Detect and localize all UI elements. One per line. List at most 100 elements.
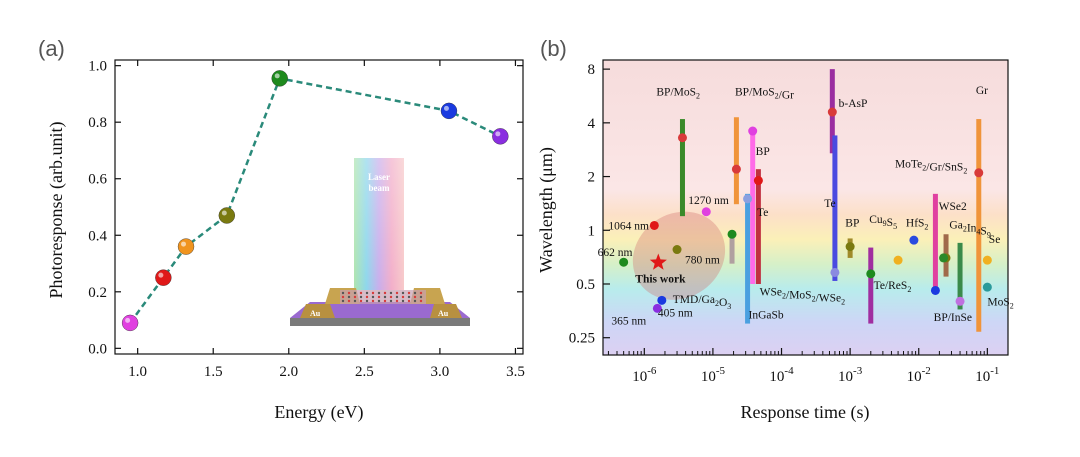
- lattice-atom: [377, 299, 381, 303]
- label-part: 2: [963, 166, 967, 175]
- label-part: S: [887, 217, 893, 229]
- x-tick-label-b: 10-4: [769, 365, 794, 385]
- label-part: TMD/Ga: [673, 294, 715, 306]
- lattice-atom: [413, 291, 417, 295]
- this-work-point: [619, 257, 629, 267]
- material-label: Gr: [976, 85, 988, 97]
- label-part: /Gr/SnS: [926, 161, 963, 173]
- material-label: Te/ReS2: [874, 280, 912, 294]
- tick-base: 10: [769, 369, 784, 385]
- lattice-atom: [401, 299, 405, 303]
- label-part: b-AsP: [839, 98, 868, 110]
- label-part: /Gr: [779, 89, 795, 101]
- tick-base: 10: [907, 369, 922, 385]
- device-inset: Laser beam S D Au Au: [290, 158, 470, 326]
- bar-dot: [743, 194, 753, 204]
- bar-dot: [748, 126, 758, 136]
- panel-a-label: (a): [38, 36, 65, 61]
- label-part: 9: [883, 219, 887, 228]
- label-part: WSe: [760, 287, 782, 299]
- lattice-atom: [353, 295, 357, 299]
- tick-base: 10: [975, 369, 990, 385]
- data-point: [492, 128, 509, 145]
- material-label: BP/MoS2/Gr: [735, 86, 794, 101]
- label-part: Se: [989, 234, 1001, 246]
- this-work-point: [672, 245, 682, 255]
- label-part: In: [967, 223, 977, 235]
- label-part: Te: [824, 198, 835, 210]
- material-label: BP: [845, 217, 859, 229]
- label-part: Ga: [949, 220, 962, 232]
- this-work-point: [701, 207, 711, 217]
- y-tick-label: 0.2: [88, 285, 107, 301]
- x-tick-label-b: 10-5: [701, 365, 726, 385]
- lattice-atom: [359, 295, 363, 299]
- this-work-star: [649, 253, 667, 270]
- label-part: Te/ReS: [874, 280, 908, 292]
- lattice-atom: [359, 299, 363, 303]
- tick-exponent: -3: [853, 365, 863, 377]
- lattice-atom: [413, 295, 417, 299]
- data-point-b: [909, 235, 919, 245]
- wavelength-label: 405 nm: [658, 307, 693, 319]
- label-part: 9: [987, 231, 991, 240]
- lattice-atom: [419, 299, 423, 303]
- tick-exponent: -1: [990, 365, 999, 377]
- laser-beam-fade: [354, 158, 404, 290]
- label-part: 2: [775, 91, 779, 100]
- material-label: Te: [757, 207, 768, 219]
- point-highlight: [181, 241, 187, 247]
- lattice-atom: [365, 291, 369, 295]
- tick-exponent: -5: [716, 365, 726, 377]
- lattice-atom: [377, 291, 381, 295]
- material-label: Te: [824, 198, 835, 210]
- label-part: Te: [757, 207, 768, 219]
- material-label: TMD/Ga2O3: [673, 294, 731, 311]
- lattice-atom: [371, 299, 375, 303]
- bar-dot: [677, 133, 687, 143]
- bar-dot: [930, 285, 940, 295]
- label-part: 2: [812, 295, 816, 304]
- material-label: BP/InSe: [934, 312, 972, 324]
- material-label: Cu9S5: [869, 214, 897, 231]
- label-part: HfS: [906, 217, 925, 229]
- substrate-top: [290, 302, 470, 318]
- x-tick-label: 2.5: [355, 364, 374, 380]
- material-label: HfS2: [906, 217, 929, 231]
- y-tick-label: 0.0: [88, 341, 107, 357]
- material-label: BP: [756, 146, 770, 158]
- lattice-atom: [389, 299, 393, 303]
- x-axis-title: Energy (eV): [274, 402, 363, 423]
- lattice-atom: [365, 299, 369, 303]
- label-part: 5: [893, 222, 897, 231]
- x-tick-label-b: 10-1: [975, 365, 999, 385]
- wavelength-label: 1270 nm: [688, 195, 729, 207]
- lattice-atom: [401, 295, 405, 299]
- tick-base: 10: [701, 369, 716, 385]
- wavelength-label: 780 nm: [685, 255, 720, 267]
- lattice-atom: [389, 291, 393, 295]
- range-bar: [729, 230, 735, 264]
- lattice-atom: [383, 295, 387, 299]
- lattice-atom: [407, 295, 411, 299]
- panel-b-label: (b): [540, 36, 567, 61]
- lattice-atom: [347, 299, 351, 303]
- beam-label-2: beam: [369, 183, 391, 193]
- tick-base: 10: [838, 369, 853, 385]
- tick-exponent: -2: [922, 365, 931, 377]
- label-part: S: [980, 226, 986, 238]
- label-part: 2: [1010, 301, 1014, 310]
- label-part: BP/MoS: [735, 86, 775, 98]
- material-label: WSe2: [939, 201, 967, 213]
- lattice-atom: [359, 291, 363, 295]
- point-highlight: [274, 73, 280, 79]
- label-part: 2: [963, 225, 967, 234]
- data-point-b: [982, 255, 992, 265]
- data-point: [121, 314, 139, 332]
- bar-dot: [974, 168, 984, 178]
- label-part: BP/MoS: [656, 86, 696, 98]
- range-bar: [679, 119, 685, 217]
